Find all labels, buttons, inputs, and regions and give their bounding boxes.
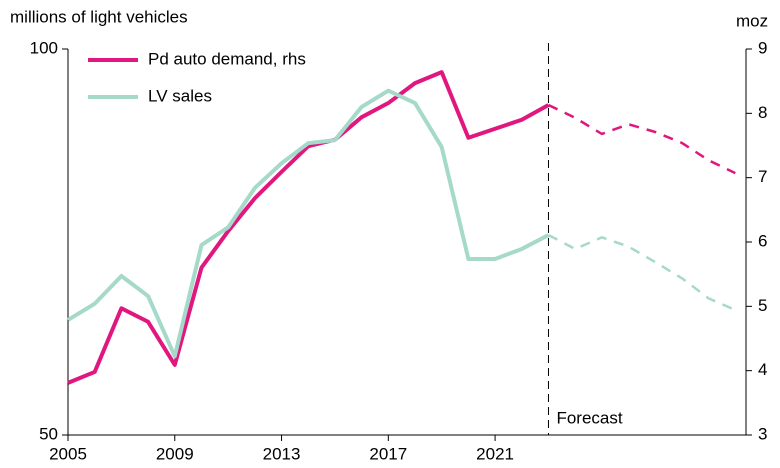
line-forecast [547,103,736,175]
x-tick-label: 2009 [156,444,194,463]
line-actual [67,70,550,385]
x-tick-label: 2021 [476,444,514,463]
y-tick-label: 50 [39,424,58,443]
y2-tick-label: 4 [758,360,767,379]
y2-tick-label: 6 [758,231,767,250]
line-actual [66,88,550,359]
x-tick-label: 2013 [263,444,301,463]
x-tick-label: 2005 [49,444,87,463]
forecast-label: Forecast [556,408,622,427]
y-tick-label: 100 [30,38,58,57]
legend-label: Pd auto demand, rhs [148,49,306,68]
line-forecast [547,233,736,312]
y2-tick-label: 3 [758,424,767,443]
x-tick-label: 2017 [369,444,407,463]
legend-label: LV sales [148,86,212,105]
y2-axis-label: moz [736,11,768,30]
y2-tick-label: 7 [758,167,767,186]
y2-tick-label: 8 [758,103,767,122]
y2-tick-label: 9 [758,38,767,57]
y-axis-label: millions of light vehicles [10,7,188,26]
y2-tick-label: 5 [758,296,767,315]
